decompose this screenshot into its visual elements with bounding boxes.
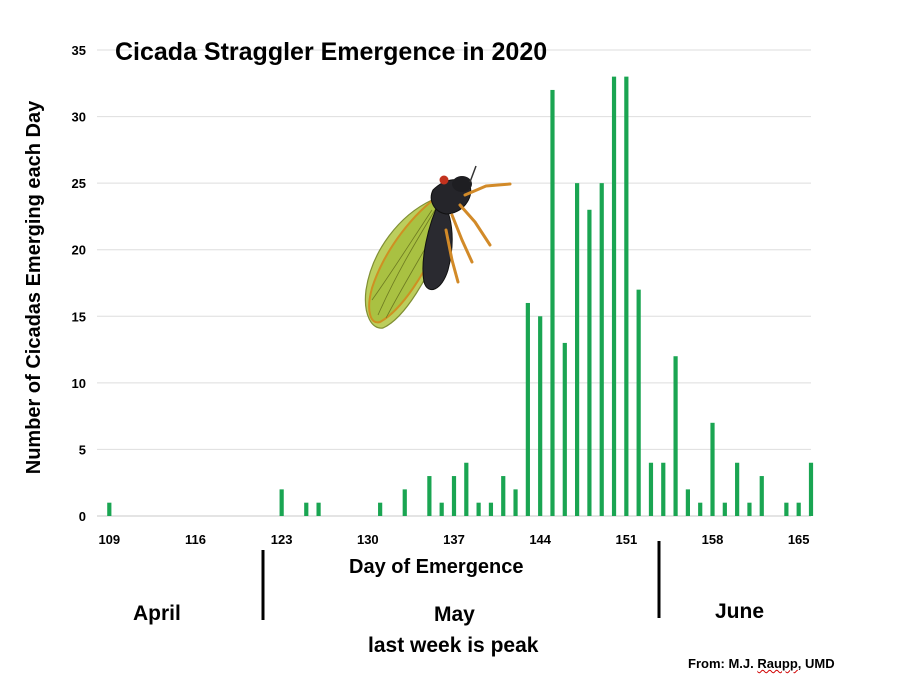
x-tick-label: 109 [98,532,120,547]
bar [476,502,481,516]
bar [304,502,309,516]
x-tick-label: 116 [185,532,206,547]
bar [611,76,617,516]
x-tick-label: 144 [529,532,551,547]
red-eye [439,175,449,185]
bar [513,489,518,516]
leg [450,213,474,264]
month-label-april: April [133,602,181,625]
y-tick-label: 10 [72,376,86,391]
x-tick-label: 151 [615,532,637,547]
bar [439,502,444,516]
credit-prefix: From: M.J. [688,656,758,671]
bar [759,476,764,516]
bar [710,422,715,516]
bar [808,462,814,516]
y-tick-label: 30 [72,110,86,125]
y-axis-label: Number of Cicadas Emerging each Day [22,100,45,474]
x-tick-label: 130 [357,532,379,547]
bar [796,502,801,516]
chart-title: Cicada Straggler Emergence in 2020 [115,38,548,66]
y-tick-label: 20 [72,243,86,258]
bar [427,476,432,516]
bar [562,342,567,516]
bar [279,489,284,516]
bar [648,462,654,516]
wing-vein [371,209,433,301]
bar [747,502,752,516]
peak-note: last week is peak [368,634,539,657]
bar [636,289,641,516]
y-tick-label: 25 [72,176,86,191]
leg [458,203,492,247]
y-tick-label: 15 [72,309,86,324]
antenna [469,165,477,183]
bar [464,462,469,516]
credit-name: Raupp [757,656,798,671]
bar [378,502,383,516]
source-credit: From: M.J. Raupp, UMD [688,656,835,671]
x-tick-label: 158 [702,532,724,547]
bar [107,502,112,516]
bar [661,462,666,516]
bar [624,76,629,516]
x-axis-label: Day of Emergence [349,556,524,578]
bar [550,89,555,516]
bar [316,502,321,516]
bar [587,209,592,516]
y-tick-label: 0 [79,509,86,524]
abdomen [422,199,453,291]
bar [451,476,457,516]
bar [525,302,530,516]
month-label-may: May [434,603,475,626]
bar [599,183,604,516]
bar [784,502,789,516]
bar [698,502,703,516]
y-tick-label: 35 [72,43,86,58]
bar [685,489,690,516]
x-tick-label: 123 [271,532,293,547]
bar [402,489,407,516]
bar [538,316,543,516]
cicada-illustration [364,165,512,329]
head [452,176,472,192]
bar [575,183,580,516]
leg [463,182,512,197]
bar [722,502,727,516]
leg [444,228,460,284]
bar [673,356,678,516]
wing-vein [377,204,439,316]
x-tick-label: 137 [443,532,465,547]
credit-suffix: , UMD [797,656,835,671]
x-tick-label: 165 [788,532,810,547]
bar [501,476,506,516]
month-label-june: June [715,600,765,623]
bar [735,462,740,516]
y-tick-label: 5 [79,442,86,457]
bar [488,502,494,516]
